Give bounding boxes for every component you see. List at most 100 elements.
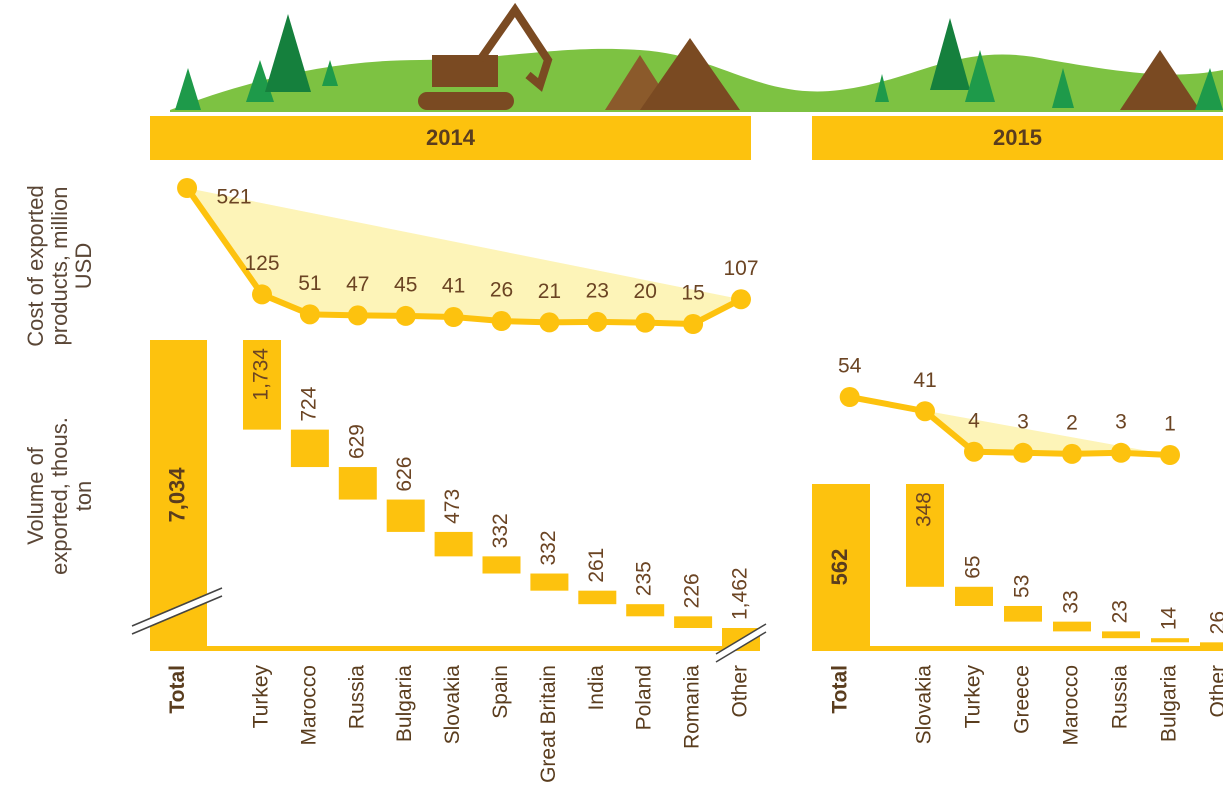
category-label: Total <box>166 665 189 714</box>
category-label: Other <box>729 665 752 718</box>
cost-label: 47 <box>346 273 369 296</box>
segment-bar <box>955 587 993 606</box>
cost-point <box>300 304 320 324</box>
value-label: 226 <box>681 573 704 608</box>
value-label: 26 <box>1207 611 1223 634</box>
category-label: Great Britain <box>537 665 560 783</box>
category-label: Slovakia <box>441 665 464 745</box>
value-label: 1,734 <box>250 348 273 401</box>
cost-label: 41 <box>913 369 936 392</box>
segment-bar <box>1151 638 1189 642</box>
value-label: 629 <box>345 424 368 459</box>
segment-bar <box>530 574 568 591</box>
category-label: Greece <box>1011 665 1034 734</box>
value-label: 332 <box>537 530 560 565</box>
category-label: Total <box>829 665 852 714</box>
category-label: India <box>585 665 608 711</box>
cost-point <box>915 401 935 421</box>
segment-bar <box>339 467 377 500</box>
segment-bar <box>578 591 616 604</box>
cost-label: 15 <box>681 282 704 305</box>
cost-point <box>396 306 416 326</box>
category-label: Marocco <box>297 665 320 746</box>
baseline <box>150 646 760 651</box>
category-label: Turkey <box>962 665 985 729</box>
cost-point <box>1160 445 1180 465</box>
value-label: 65 <box>962 555 985 578</box>
value-label: 473 <box>441 489 464 524</box>
cost-label: 125 <box>244 252 279 275</box>
cost-point <box>252 284 272 304</box>
header-title: 2015 <box>993 125 1042 150</box>
category-label: Marocco <box>1060 665 1083 746</box>
value-label: 33 <box>1060 590 1083 613</box>
value-label: 261 <box>585 548 608 583</box>
cost-point <box>1111 443 1131 463</box>
cost-label: 4 <box>968 409 980 432</box>
cost-label: 21 <box>538 280 561 303</box>
value-label: 626 <box>393 457 416 492</box>
segment-bar <box>387 500 425 532</box>
category-label: Turkey <box>250 665 273 729</box>
cost-point <box>683 314 703 334</box>
cost-label: 51 <box>298 272 321 295</box>
segment-bar <box>674 616 712 628</box>
segment-bar <box>483 556 521 573</box>
cost-label: 41 <box>442 275 465 298</box>
cost-point <box>731 289 751 309</box>
baseline <box>812 646 1223 651</box>
value-label: 53 <box>1011 575 1034 598</box>
category-label: Bulgaria <box>1158 665 1181 742</box>
cost-point <box>348 305 368 325</box>
category-label: Russia <box>1109 665 1132 730</box>
segment-bar <box>1102 631 1140 638</box>
segment-bar <box>1200 642 1223 650</box>
cost-label: 20 <box>634 280 657 303</box>
category-label: Russia <box>345 665 368 730</box>
category-label: Bulgaria <box>393 665 416 742</box>
cost-point <box>1062 444 1082 464</box>
total-label: 562 <box>827 549 852 586</box>
category-label: Poland <box>633 665 656 730</box>
chart: 2014Total7,034Turkey1,734Marocco724Russi… <box>0 0 1223 801</box>
cost-point <box>1013 443 1033 463</box>
value-label: 23 <box>1109 600 1132 623</box>
value-label: 348 <box>913 492 936 527</box>
category-label: Romania <box>681 665 704 749</box>
category-label: Other <box>1207 665 1223 718</box>
cost-point <box>587 312 607 332</box>
category-label: Slovakia <box>913 665 936 745</box>
cost-point <box>177 178 197 198</box>
cost-label: 3 <box>1115 410 1127 433</box>
cost-point <box>964 442 984 462</box>
value-label: 332 <box>489 513 512 548</box>
header-title: 2014 <box>426 125 476 150</box>
cost-label: 2 <box>1066 411 1078 434</box>
page: Cost of exported products, million USD V… <box>0 0 1223 801</box>
value-label: 724 <box>297 386 320 421</box>
category-label: Spain <box>489 665 512 719</box>
value-label: 235 <box>633 561 656 596</box>
value-label: 1,462 <box>729 567 752 620</box>
segment-bar <box>291 430 329 467</box>
cost-label: 45 <box>394 273 417 296</box>
segment-bar <box>1053 622 1091 632</box>
cost-label: 1 <box>1164 413 1176 436</box>
cost-label: 23 <box>586 279 609 302</box>
total-label: 7,034 <box>164 467 189 523</box>
cost-label: 26 <box>490 279 513 302</box>
cost-label: 521 <box>217 186 252 209</box>
cost-point <box>635 313 655 333</box>
cost-point <box>539 312 559 332</box>
segment-bar <box>626 604 664 616</box>
cost-label: 107 <box>723 257 758 280</box>
cost-label: 54 <box>838 355 862 378</box>
cost-point <box>840 387 860 407</box>
segment-bar <box>1004 606 1042 622</box>
cost-point <box>444 307 464 327</box>
value-label: 14 <box>1158 607 1181 631</box>
landscape <box>170 10 1223 112</box>
segment-bar <box>435 532 473 556</box>
cost-label: 3 <box>1017 410 1029 433</box>
cost-point <box>492 311 512 331</box>
